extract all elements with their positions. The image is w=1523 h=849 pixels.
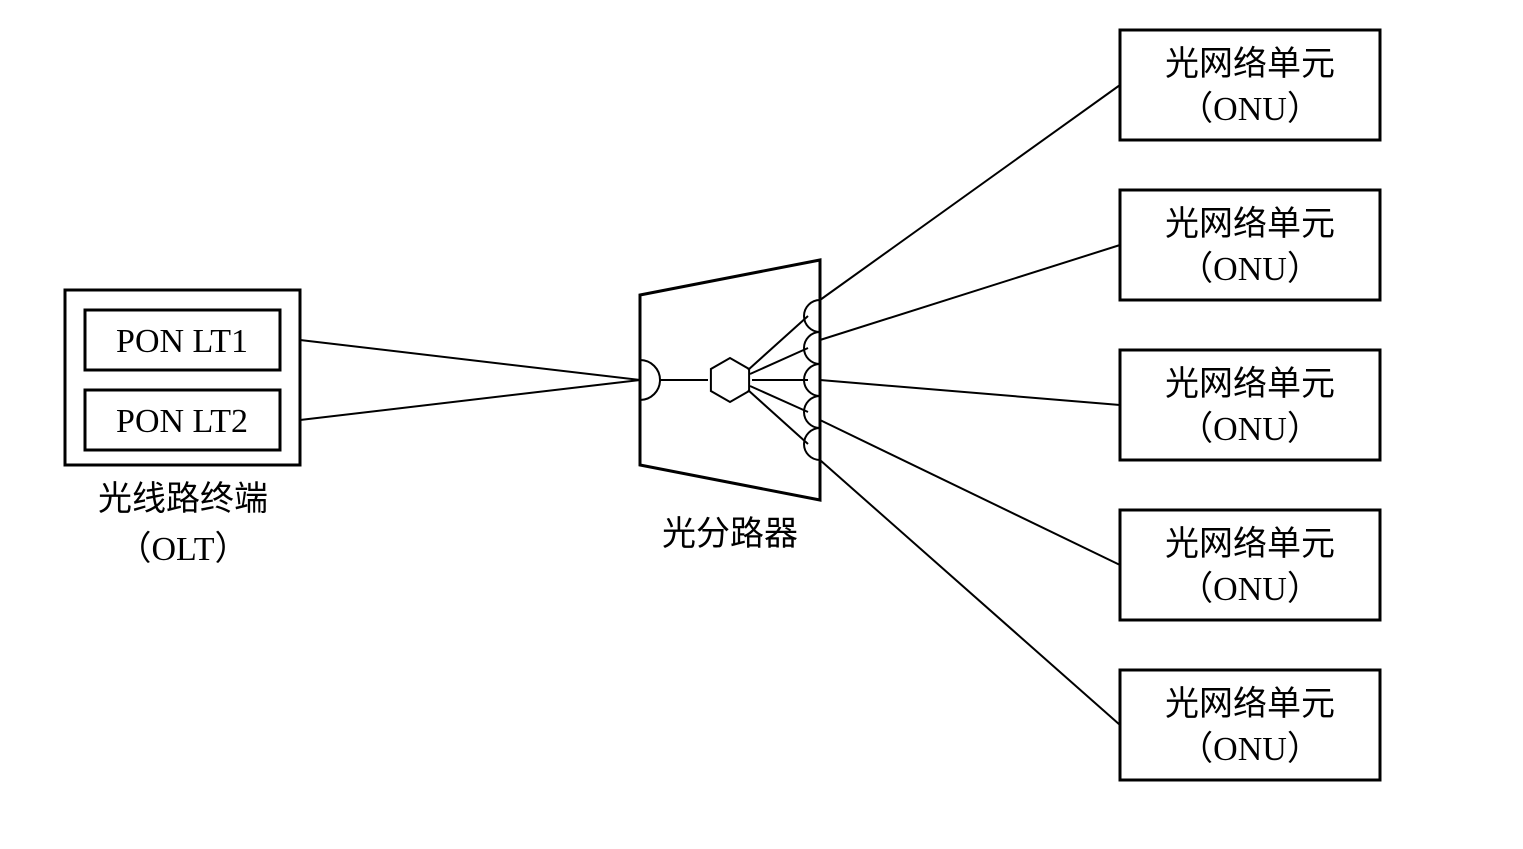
edge-splitter-onu [820, 245, 1120, 340]
onu-label-1: 光网络单元 [1165, 205, 1335, 243]
pon-lt1-text: PON LT1 [116, 323, 248, 360]
onu-label-2: （ONU） [1179, 730, 1321, 768]
pon-lt2-text: PON LT2 [116, 403, 248, 440]
olt-label-2: （OLT） [118, 530, 249, 568]
onu-label-1: 光网络单元 [1165, 525, 1335, 563]
splitter-right-arc [804, 300, 820, 332]
splitter-left-arc [640, 360, 660, 400]
edge-splitter-onu [820, 380, 1120, 405]
onu-label-2: （ONU） [1179, 410, 1321, 448]
splitter-label-text: 光分路器 [662, 515, 798, 553]
onu-label-1: 光网络单元 [1165, 685, 1335, 723]
onu-label-2: （ONU） [1179, 250, 1321, 288]
edge-splitter-onu [820, 85, 1120, 300]
edge-splitter-onu [820, 420, 1120, 565]
edge-splitter-onu [820, 460, 1120, 725]
splitter-hex [711, 358, 749, 402]
edge-olt-splitter [300, 380, 640, 420]
edge-olt-splitter [300, 340, 640, 380]
olt-label-1: 光线路终端 [98, 480, 268, 518]
onu-label-1: 光网络单元 [1165, 365, 1335, 403]
splitter-right-arc [804, 428, 820, 460]
onu-label-2: （ONU） [1179, 90, 1321, 128]
onu-label-2: （ONU） [1179, 570, 1321, 608]
onu-label-1: 光网络单元 [1165, 45, 1335, 83]
